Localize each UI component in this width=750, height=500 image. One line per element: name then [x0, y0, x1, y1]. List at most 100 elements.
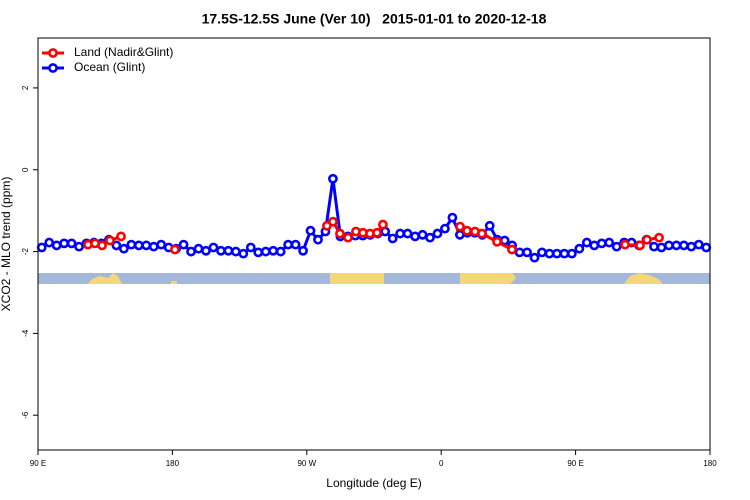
data-point [74, 241, 84, 252]
data-point [44, 237, 55, 248]
y-tick-label: -6 [21, 411, 30, 419]
data-point [574, 243, 585, 254]
data-point [208, 242, 219, 253]
y-tick-label: 2 [21, 85, 30, 90]
x-tick-label: 90 E [30, 459, 46, 468]
data-point [656, 242, 667, 253]
data-point [51, 240, 62, 251]
data-point [693, 239, 704, 250]
y-tick-label: -4 [21, 329, 30, 337]
data-point [253, 247, 264, 258]
data-point [432, 228, 443, 239]
data-point [170, 244, 180, 255]
data-point [378, 219, 388, 230]
data-point [447, 212, 458, 223]
legend-marker [48, 48, 58, 58]
data-point [372, 227, 382, 238]
data-point [514, 247, 525, 258]
data-point [290, 239, 301, 250]
data-point [596, 238, 607, 249]
data-point [216, 245, 226, 256]
legend-label: Ocean (Glint) [74, 60, 145, 74]
data-point [223, 245, 234, 256]
data-point [36, 242, 47, 253]
y-tick-label: 0 [21, 167, 30, 172]
data-point [313, 234, 323, 245]
data-point [537, 247, 547, 258]
data-point [305, 225, 316, 236]
data-point [178, 239, 189, 250]
data-point [156, 239, 167, 250]
data-point [566, 248, 577, 259]
data-point [105, 235, 115, 246]
data-point [581, 237, 592, 248]
data-point [671, 240, 682, 251]
data-point [678, 240, 689, 251]
data-point [275, 246, 286, 257]
x-axis-label: Longitude (deg E) [326, 476, 421, 490]
data-point [148, 241, 159, 252]
x-tick-label: 90 E [567, 459, 583, 468]
data-point [111, 240, 122, 251]
data-point [298, 245, 308, 256]
data-point [387, 233, 398, 244]
data-point [59, 238, 70, 249]
data-point [686, 241, 697, 252]
data-point [343, 232, 353, 243]
y-tick-label: -2 [21, 247, 30, 255]
data-point [529, 252, 540, 263]
data-point [141, 240, 152, 251]
data-point [328, 216, 338, 227]
data-point [440, 223, 450, 234]
data-point [417, 229, 428, 240]
data-point [230, 246, 241, 257]
x-tick-label: 0 [439, 459, 444, 468]
data-point [635, 240, 645, 251]
data-point [462, 225, 472, 236]
data-point [611, 241, 622, 252]
data-point [664, 240, 674, 251]
data-point [477, 228, 487, 239]
plot-frame [37, 37, 711, 451]
data-point [402, 228, 413, 239]
legend-marker [48, 63, 58, 73]
x-tick-label: 180 [166, 459, 180, 468]
data-point [335, 228, 345, 239]
data-point [425, 232, 435, 243]
data-point [492, 236, 502, 247]
data-point [604, 237, 615, 248]
data-point [454, 229, 465, 240]
data-point [620, 239, 630, 250]
data-point [118, 243, 129, 254]
data-point [116, 231, 126, 242]
data-point [133, 240, 144, 251]
legend-label: Land (Nadir&Glint) [74, 45, 173, 59]
data-point [410, 231, 420, 242]
data-point [201, 245, 211, 256]
data-point [455, 221, 465, 232]
data-point [522, 247, 532, 258]
data-point [97, 240, 107, 251]
data-point [260, 246, 271, 257]
x-tick-label: 90 W [297, 459, 316, 468]
data-point [654, 232, 664, 243]
data-point [238, 248, 249, 259]
x-tick-label: 180 [703, 459, 717, 468]
data-point [66, 238, 77, 249]
data-point [328, 173, 338, 184]
data-point [649, 241, 659, 252]
data-point [484, 220, 495, 231]
data-point [268, 245, 279, 256]
data-point [589, 240, 600, 251]
data-point [245, 242, 256, 253]
data-point [552, 248, 562, 259]
data-point [126, 239, 137, 250]
data-point [701, 242, 712, 253]
land-ocean-strip [38, 273, 710, 284]
data-point [507, 244, 517, 255]
data-point [186, 246, 196, 257]
chart-title: 17.5S-12.5S June (Ver 10) 2015-01-01 to … [202, 11, 547, 27]
data-point [559, 248, 570, 259]
data-point [193, 243, 204, 254]
